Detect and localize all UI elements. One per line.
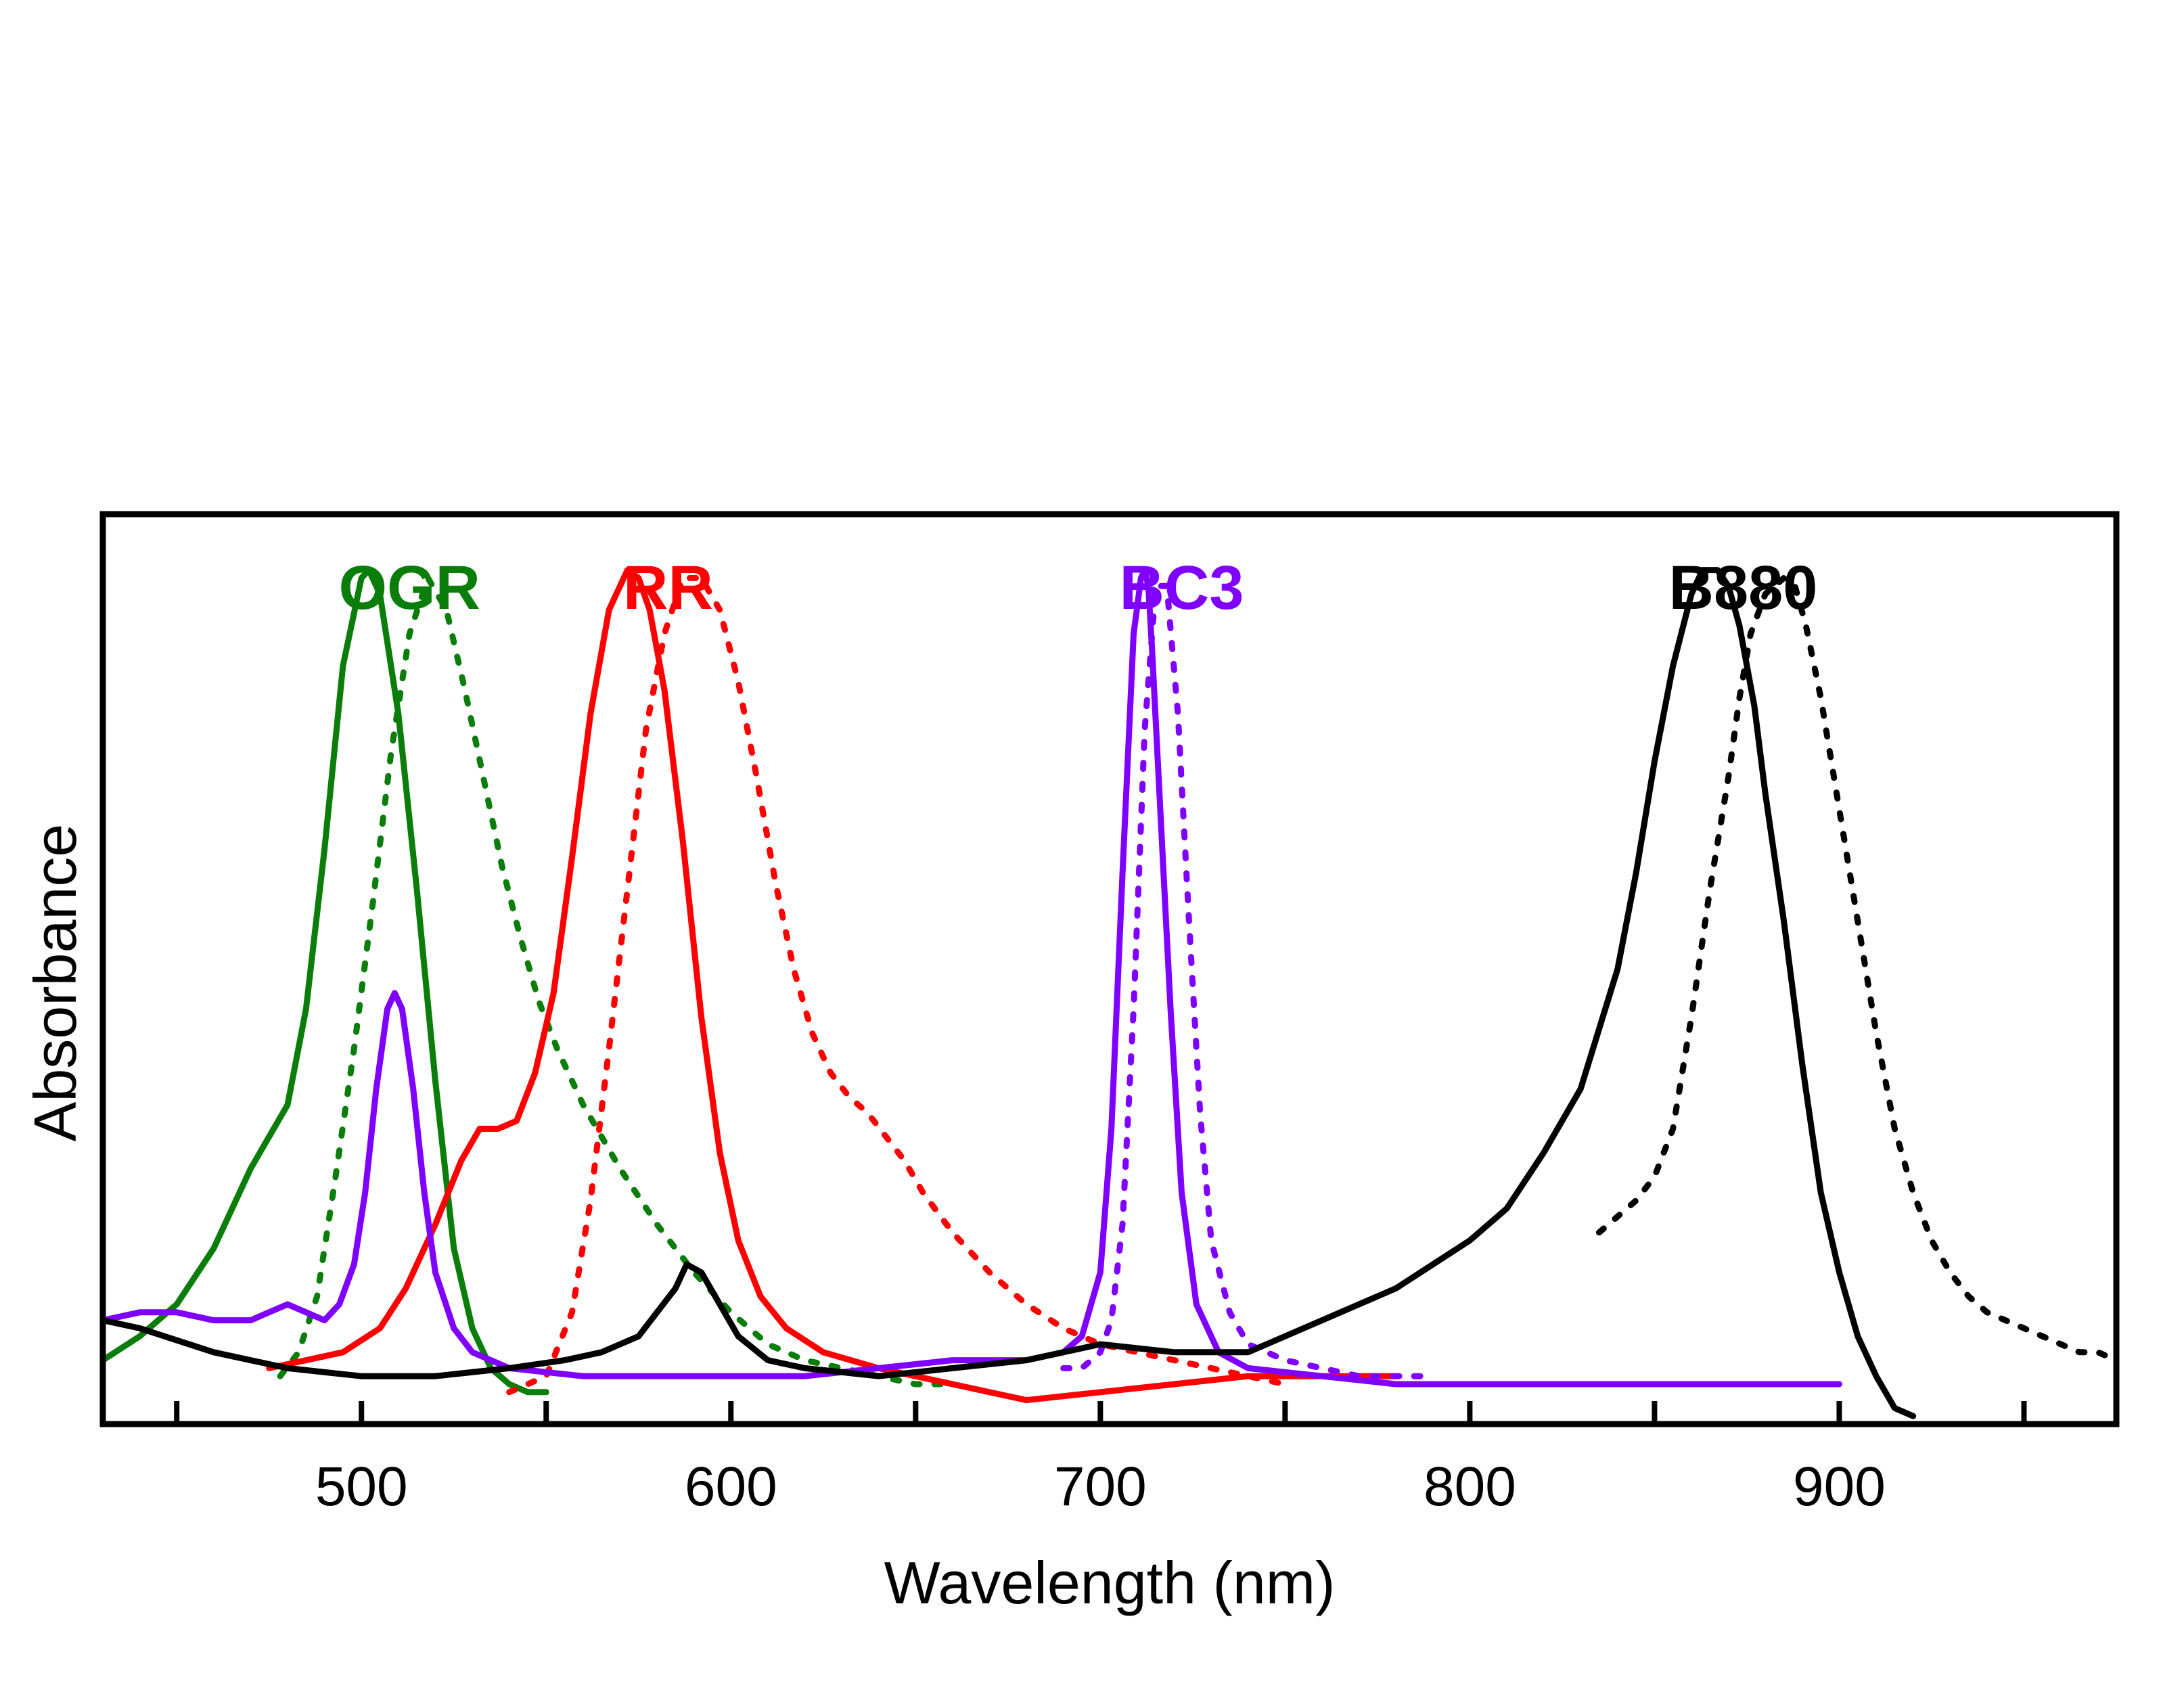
y-axis-title: Absorbance [22, 824, 89, 1142]
series-layer [99, 567, 2120, 1419]
x-tick-label: 700 [1054, 1456, 1147, 1517]
plot-frame [99, 511, 2120, 1427]
series-label-rr: RR [623, 553, 713, 622]
series-rr-dotted-line [506, 574, 1288, 1396]
series-rr-solid-line [266, 567, 1399, 1404]
x-tick-label: 500 [315, 1456, 408, 1517]
series-label-bc3: BC3 [1119, 553, 1244, 622]
series-ogr-solid-line [99, 567, 549, 1396]
series-b880-solid-line [99, 567, 1917, 1419]
x-tick-label: 800 [1424, 1456, 1516, 1517]
series-labels: OGR RR BC3 B880 [338, 553, 1817, 622]
series-b880-dotted-line [1596, 574, 2120, 1364]
x-tick-label: 900 [1793, 1456, 1886, 1517]
series-ogr-dotted-line [277, 574, 956, 1388]
series-label-b880: B880 [1669, 553, 1818, 622]
series-label-ogr: OGR [338, 553, 480, 622]
x-axis: 500 600 700 800 900 [174, 1401, 2027, 1517]
x-tick-label: 600 [685, 1456, 777, 1517]
x-axis-title: Wavelength (nm) [884, 1549, 1336, 1616]
series-bc3-solid-line [99, 567, 1842, 1388]
series-bc3-dotted-line [1060, 582, 1436, 1379]
